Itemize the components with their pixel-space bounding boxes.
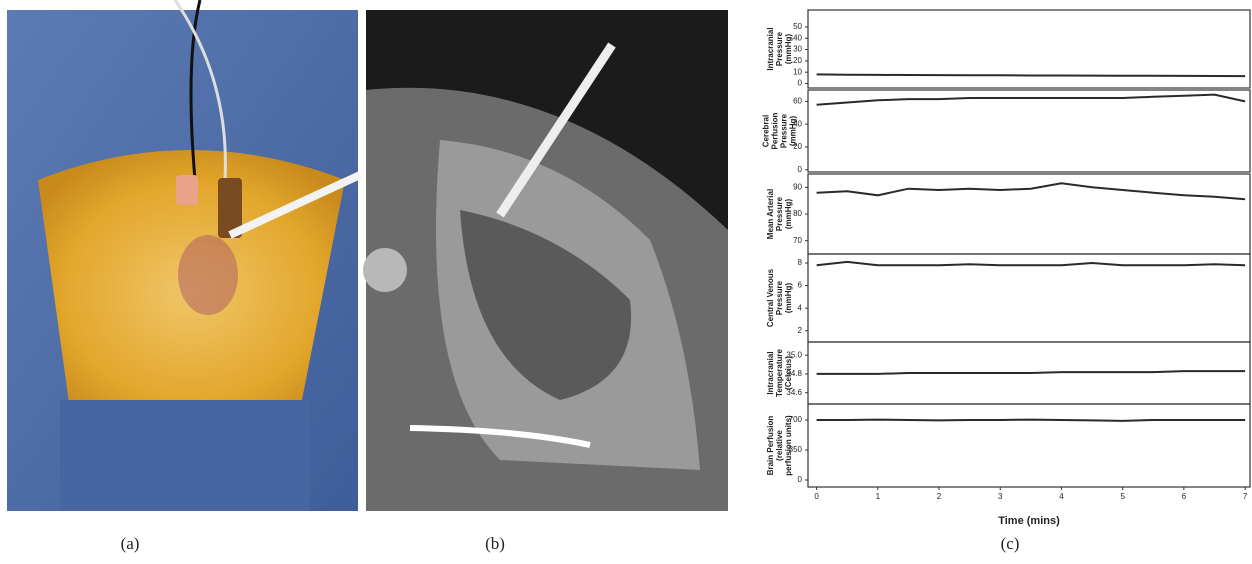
photo-a (7, 0, 360, 511)
y-tick-label: 6 (798, 281, 803, 290)
plot-frame (808, 174, 1250, 254)
panel-label: (c) (1001, 534, 1020, 553)
y-axis-label: Temperature (775, 349, 784, 397)
y-tick-label: 50 (793, 22, 802, 31)
y-axis-label: Intracranial (766, 351, 775, 394)
y-tick-label: 0 (798, 165, 803, 174)
data-line (817, 262, 1246, 265)
y-axis-label: (mmHg) (784, 199, 793, 230)
plot-frame (808, 90, 1250, 172)
page: (a) (b) (c) 01020304050IntracranialPress… (0, 0, 1252, 564)
y-tick-label: 4 (798, 303, 803, 312)
y-axis-label: Brain Perfusion (766, 416, 775, 476)
plot-frame (808, 254, 1250, 342)
y-axis-label: Central Venous (766, 268, 775, 327)
y-axis-label: Intracranial (766, 27, 775, 70)
y-axis-label: (relative (775, 430, 784, 461)
x-tick-label: 3 (998, 492, 1003, 501)
y-axis-label: Pressure (775, 196, 784, 231)
y-tick-label: 2 (798, 326, 803, 335)
data-line (817, 74, 1246, 76)
y-axis-label: Cerebral (762, 115, 771, 147)
y-axis-label: Perfusion (771, 112, 780, 149)
data-line (817, 371, 1246, 374)
x-tick-label: 4 (1059, 492, 1064, 501)
data-line (817, 95, 1246, 105)
y-axis-label: (mmHg) (789, 116, 798, 147)
y-axis-label: Pressure (775, 31, 784, 66)
y-axis-label: (mmHg) (784, 34, 793, 65)
x-tick-label: 1 (876, 492, 881, 501)
y-tick-label: 20 (793, 56, 802, 65)
y-tick-label: 0 (798, 79, 803, 88)
y-axis-label: (mmHg) (784, 283, 793, 314)
x-tick-label: 6 (1182, 492, 1187, 501)
x-tick-label: 2 (937, 492, 942, 501)
panel-label: (a) (121, 534, 140, 553)
ct-image-b (363, 10, 728, 511)
y-tick-label: 10 (793, 67, 802, 76)
x-axis-label: Time (mins) (998, 515, 1060, 527)
x-tick-label: 7 (1243, 492, 1248, 501)
x-tick-label: 0 (814, 492, 819, 501)
y-axis-label: Pressure (780, 113, 789, 148)
y-tick-label: 30 (793, 45, 802, 54)
y-tick-label: 80 (793, 209, 802, 218)
y-tick-label: 8 (798, 258, 803, 267)
plot-frame (808, 404, 1250, 487)
y-axis-label: perfusion units) (784, 415, 793, 476)
data-line (817, 420, 1246, 421)
figure: (a) (b) (c) 01020304050IntracranialPress… (0, 0, 1252, 559)
y-axis-label: Pressure (775, 280, 784, 315)
y-tick-label: 60 (793, 96, 802, 105)
y-axis-label: Mean Arterial (766, 189, 775, 239)
y-tick-label: 70 (793, 236, 802, 245)
data-line (817, 183, 1246, 199)
y-tick-label: 0 (798, 475, 803, 484)
y-tick-label: 40 (793, 33, 802, 42)
panel-label: (b) (485, 534, 505, 553)
y-tick-label: 90 (793, 182, 802, 191)
y-axis-label: (Celcius) (784, 356, 793, 390)
x-tick-label: 5 (1120, 492, 1125, 501)
